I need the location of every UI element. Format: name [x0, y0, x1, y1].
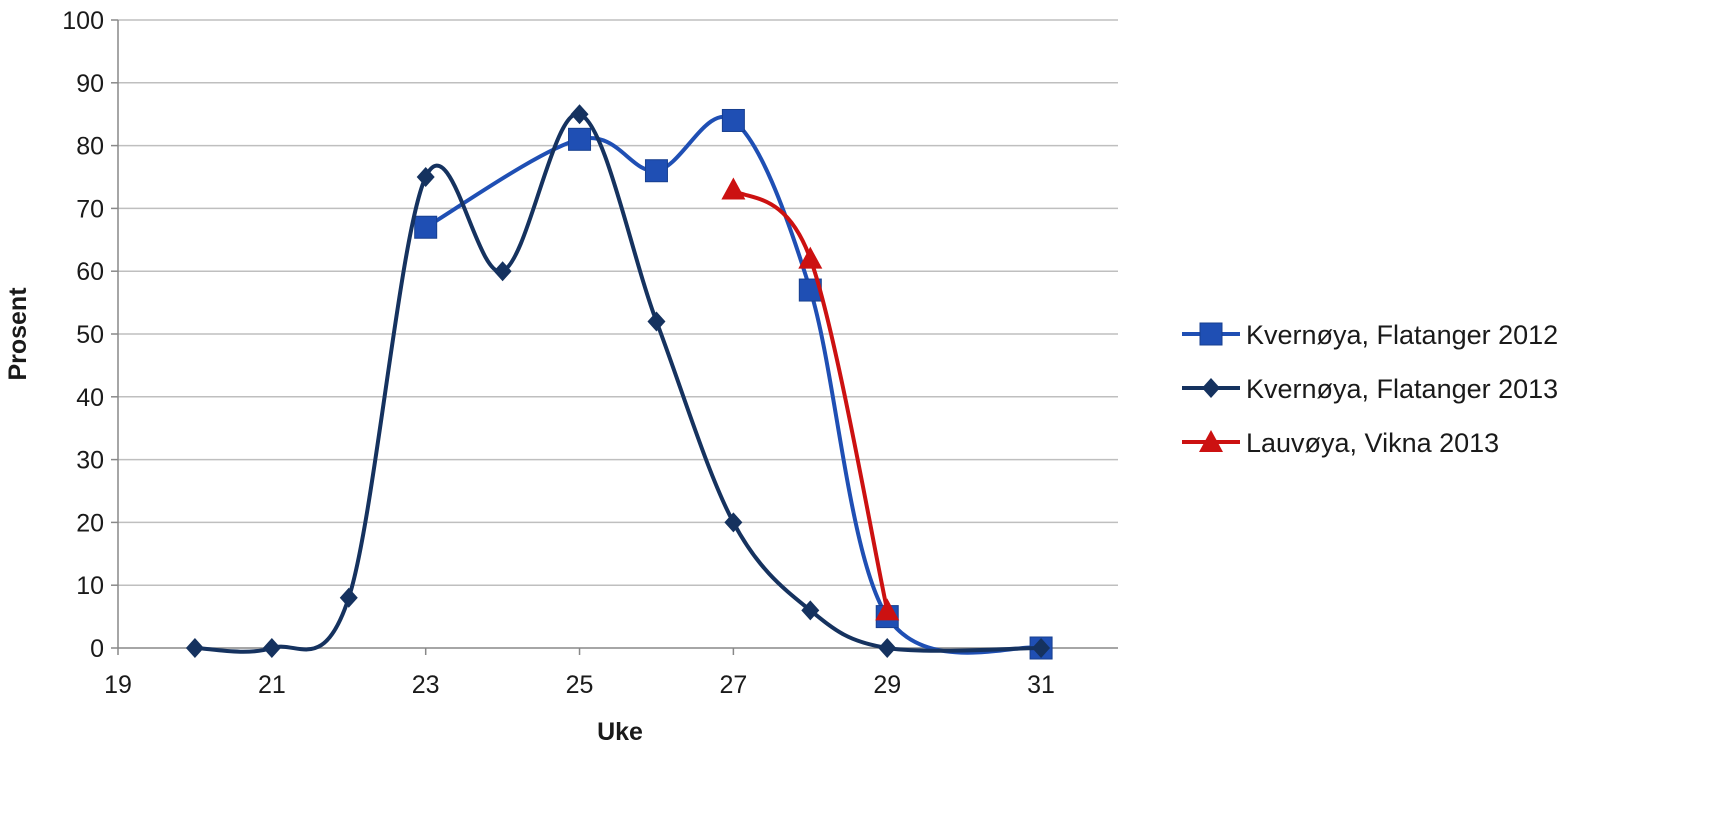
data-point: [493, 261, 512, 282]
legend-label: Kvernøya, Flatanger 2012: [1246, 320, 1558, 350]
y-tick-label: 0: [90, 635, 104, 663]
data-point: [416, 167, 435, 187]
legend-swatch-marker: [1202, 378, 1220, 398]
series-2: [185, 104, 1051, 658]
y-tick-label: 40: [76, 384, 104, 412]
y-tick-label: 90: [76, 70, 104, 98]
x-tick-label: 19: [104, 671, 132, 699]
y-tick-label: 10: [76, 572, 104, 600]
y-tick-label: 70: [76, 195, 104, 223]
x-tick-label: 25: [566, 671, 594, 699]
y-tick-label: 60: [76, 258, 104, 286]
y-tick-label: 50: [76, 321, 104, 349]
series-3: [721, 177, 900, 621]
data-point: [568, 127, 592, 151]
x-axis-title: Uke: [597, 718, 643, 746]
series: [185, 104, 1053, 660]
legend-item: Kvernøya, Flatanger 2012: [1182, 320, 1558, 350]
y-tick-label: 100: [62, 7, 104, 35]
y-tick-label: 30: [76, 447, 104, 475]
y-tick-labels: 0 10 20 30 40 50 60 70 80 90 100: [62, 7, 104, 663]
y-tick-label: 20: [76, 509, 104, 537]
data-point: [262, 638, 281, 658]
legend-label: Kvernøya, Flatanger 2013: [1246, 374, 1558, 404]
series-line: [194, 112, 1042, 654]
data-point: [339, 587, 358, 608]
data-point: [875, 598, 900, 621]
legend-item: Kvernøya, Flatanger 2013: [1182, 374, 1558, 404]
y-tick-label: 80: [76, 133, 104, 161]
series-line: [732, 187, 890, 611]
data-point: [647, 311, 666, 332]
legend: Kvernøya, Flatanger 2012 Kvernøya, Flatan…: [1182, 320, 1558, 458]
legend-swatch-marker: [1199, 430, 1223, 452]
x-tick-labels: 19 21 23 25 27 29 31: [104, 648, 1055, 699]
data-point: [644, 159, 668, 183]
legend-item: Lauvøya, Vikna 2013: [1182, 428, 1499, 458]
x-tick-label: 29: [873, 671, 901, 699]
data-point: [185, 638, 204, 658]
data-point: [878, 638, 897, 658]
data-point: [801, 600, 820, 621]
gridlines: [111, 19, 1118, 649]
data-point: [721, 177, 746, 200]
data-point: [798, 246, 823, 269]
x-tick-label: 31: [1027, 671, 1055, 699]
data-point: [1032, 638, 1051, 658]
data-point: [721, 108, 745, 132]
legend-label: Lauvøya, Vikna 2013: [1246, 428, 1499, 458]
legend-swatch-marker: [1199, 322, 1223, 346]
data-point: [570, 104, 589, 125]
x-tick-label: 27: [719, 671, 747, 699]
data-point: [724, 512, 743, 533]
x-tick-label: 21: [258, 671, 286, 699]
x-tick-label: 23: [412, 671, 440, 699]
data-point: [414, 215, 438, 239]
y-axis-title: Prosent: [4, 287, 32, 381]
